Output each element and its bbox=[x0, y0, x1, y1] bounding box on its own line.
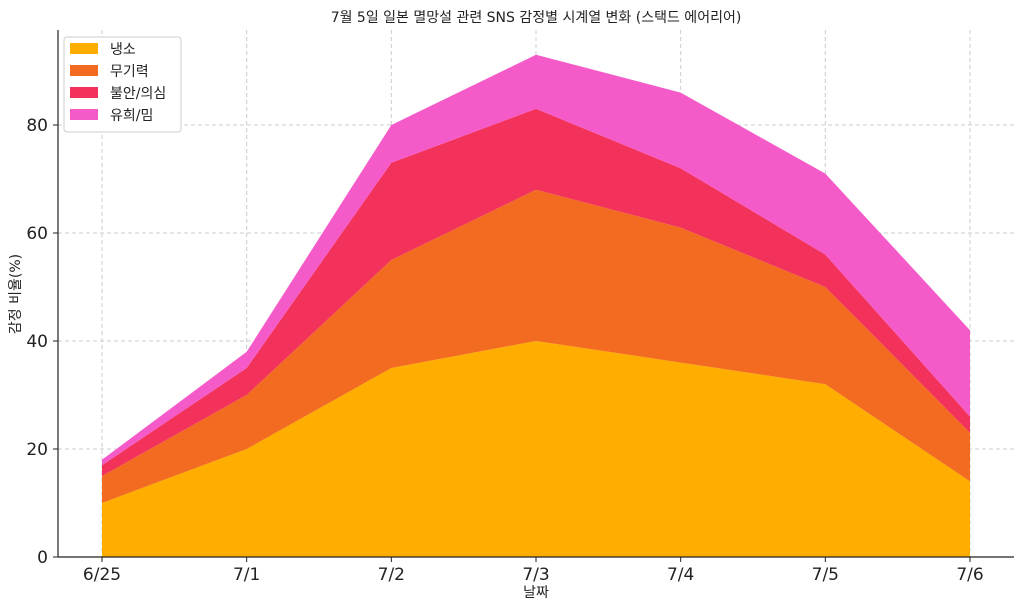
tick-labels: 6/25 7/1 7/2 7/3 7/4 7/5 7/6 0 20 40 60 80 bbox=[26, 116, 983, 585]
area-series-3 bbox=[102, 108, 970, 477]
area-layers bbox=[102, 54, 970, 557]
area-series-2 bbox=[102, 189, 970, 504]
x-tick-label: 7/3 bbox=[522, 565, 549, 585]
legend-label: 무기력 bbox=[110, 64, 149, 80]
y-tick-label: 20 bbox=[26, 440, 48, 460]
y-tick-label: 60 bbox=[26, 224, 48, 244]
x-tick-label: 7/1 bbox=[233, 565, 260, 585]
chart-title: 7월 5일 일본 멸망설 관련 SNS 감정별 시계열 변화 (스택드 에어리어… bbox=[331, 10, 742, 26]
x-tick-label: 7/4 bbox=[667, 565, 694, 585]
y-tick-label: 40 bbox=[26, 332, 48, 352]
legend-swatch bbox=[70, 43, 98, 54]
x-tick-label: 7/6 bbox=[956, 565, 983, 585]
legend-swatch bbox=[70, 87, 98, 98]
x-tick-label: 6/25 bbox=[83, 565, 121, 585]
x-axis-label: 날짜 bbox=[523, 585, 549, 601]
legend-frame bbox=[63, 36, 182, 133]
y-tick-label: 80 bbox=[26, 116, 48, 136]
legend-label: 유희/밈 bbox=[110, 108, 153, 124]
area-series-1 bbox=[102, 341, 970, 557]
y-tick-label: 0 bbox=[37, 548, 48, 568]
legend-label: 불안/의심 bbox=[110, 86, 166, 102]
legend-label: 냉소 bbox=[110, 42, 136, 58]
legend-swatch bbox=[70, 65, 98, 76]
x-tick-label: 7/2 bbox=[378, 565, 405, 585]
y-axis-label: 감정 비율(%) bbox=[8, 254, 24, 334]
area-series-4 bbox=[102, 54, 970, 466]
x-tick-label: 7/5 bbox=[812, 565, 839, 585]
legend-swatch bbox=[70, 109, 98, 120]
